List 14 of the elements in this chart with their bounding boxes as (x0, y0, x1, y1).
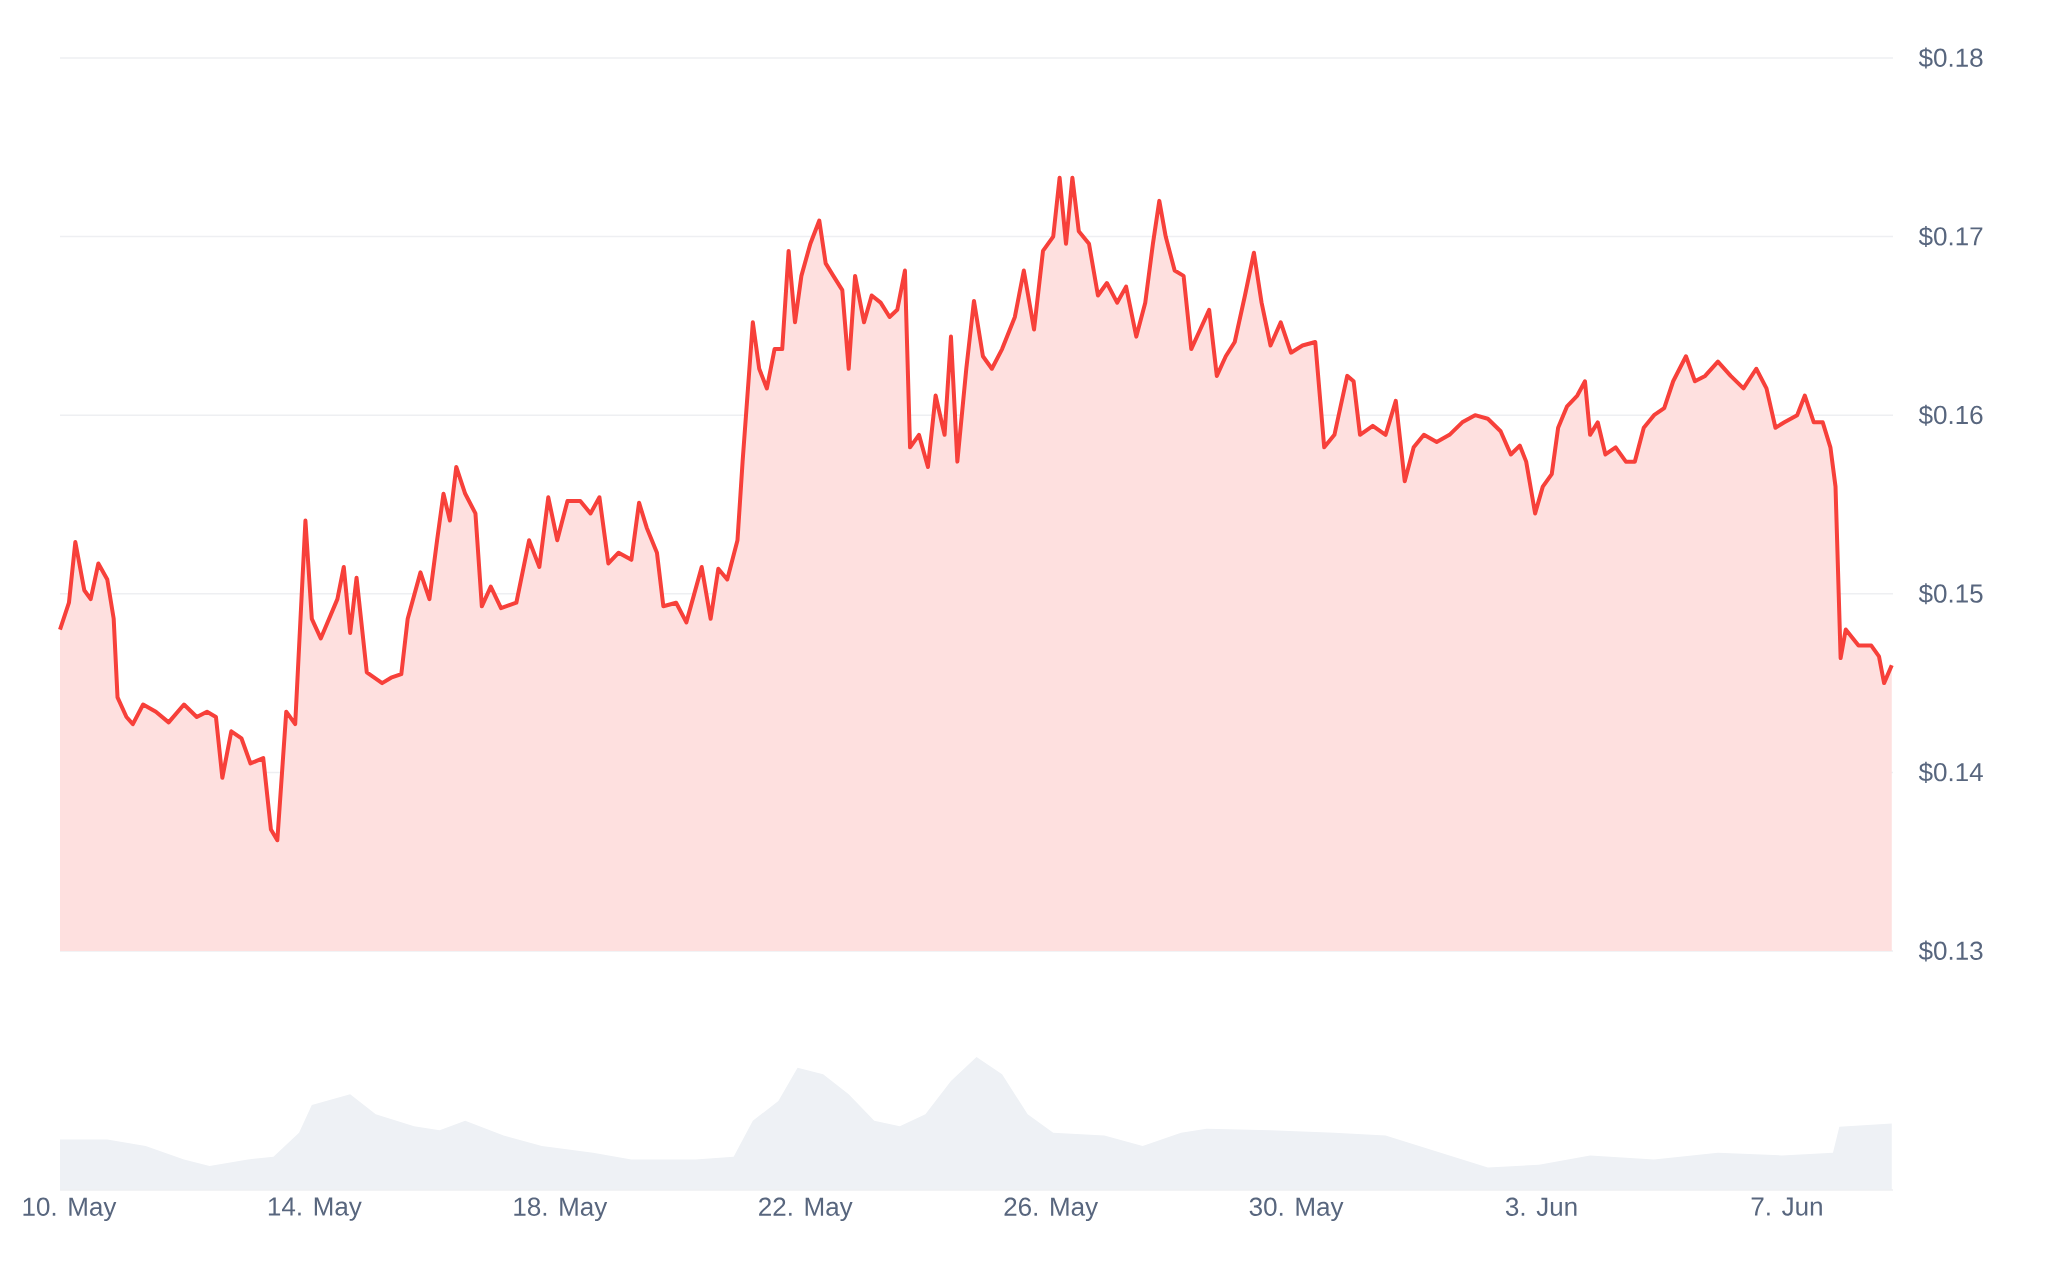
x-tick-label: 22. May (759, 1197, 853, 1222)
y-tick-label: $0.18 (1918, 47, 1983, 69)
y-tick-label: $0.14 (1918, 761, 1983, 783)
y-tick-label: $0.15 (1918, 583, 1983, 605)
y-tick-label: $0.16 (1918, 404, 1983, 426)
x-tick-label: 3. Jun (1505, 1197, 1577, 1216)
x-tick-label: 26. May (1004, 1197, 1099, 1222)
x-tick-label: 10. May (23, 1197, 117, 1222)
x-tick-label: 18. May (514, 1197, 608, 1222)
y-tick-label: $0.13 (1918, 940, 1983, 962)
x-tick-label: 30. May (1249, 1197, 1344, 1222)
x-tick-label: 7. Jun (1751, 1197, 1822, 1216)
y-tick-label: $0.17 (1918, 226, 1983, 248)
x-tick-label: 14. May (268, 1197, 362, 1221)
